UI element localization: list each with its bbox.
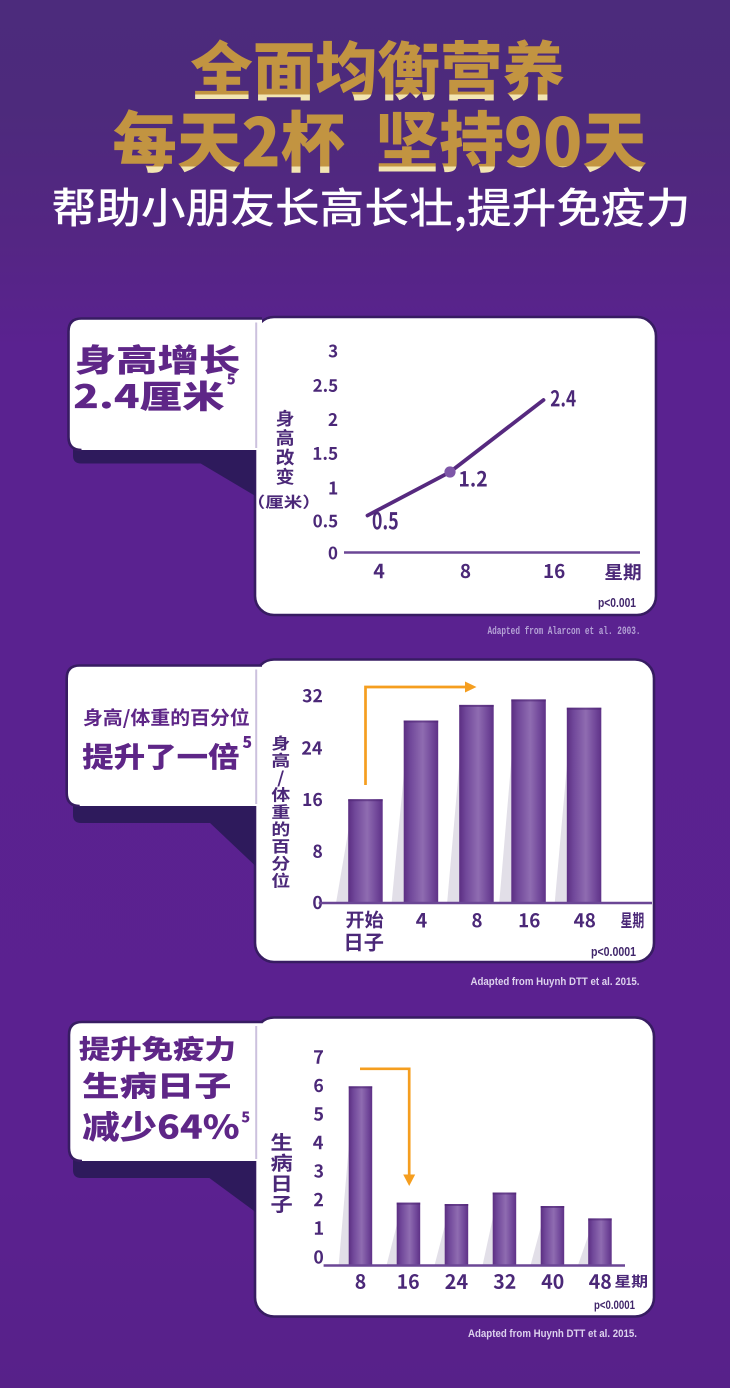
- svg-text:Adapted from Alarcon et al. 20: Adapted from Alarcon et al. 2003.: [488, 626, 641, 638]
- svg-text:Adapted from Huynh DTT et al.: Adapted from Huynh DTT et al. 2015.: [471, 976, 640, 988]
- svg-text:p<0.001: p<0.001: [598, 596, 636, 610]
- svg-text:Adapted from Huynh DTT et al.: Adapted from Huynh DTT et al. 2015.: [468, 1328, 637, 1340]
- svg-text:p<0.0001: p<0.0001: [594, 1300, 636, 1312]
- svg-text:p<0.0001: p<0.0001: [591, 945, 636, 959]
